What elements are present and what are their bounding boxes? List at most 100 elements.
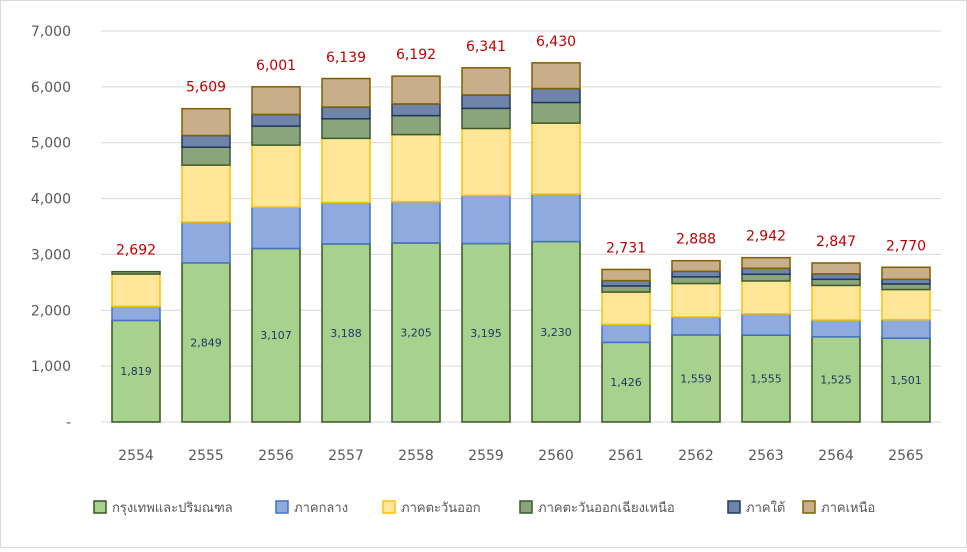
segment-data-label: 1,501 — [890, 374, 922, 387]
total-data-label: 2,731 — [606, 240, 646, 256]
total-data-label: 6,139 — [326, 50, 366, 66]
segment-data-label: 1,555 — [750, 373, 782, 386]
legend-swatch — [519, 500, 533, 514]
bar-segment — [181, 262, 231, 423]
x-tick-label: 2563 — [748, 448, 784, 464]
bar-segment — [741, 267, 791, 276]
bar-segment — [181, 107, 231, 137]
bar-segment — [461, 94, 511, 110]
bar-segment — [391, 75, 441, 105]
x-tick-label: 2554 — [118, 448, 154, 464]
bar-segment — [181, 164, 231, 223]
segment-data-label: 3,205 — [400, 326, 432, 339]
bar-segment — [671, 270, 721, 278]
legend: กรุงเทพและปริมณฑล ภาคกลาง ภาคตะวันออก ภาคตะ… — [93, 500, 875, 516]
x-tick-label: 2562 — [678, 448, 714, 464]
bar-segment — [251, 144, 301, 208]
total-data-label: 2,888 — [676, 232, 716, 248]
bar-segment — [321, 137, 371, 204]
segment-data-label: 2,849 — [190, 336, 222, 349]
bar-segment — [181, 146, 231, 166]
y-tick-label: 6,000 — [31, 80, 71, 96]
bar-segment — [881, 283, 931, 291]
y-tick-label: 4,000 — [31, 192, 71, 208]
bar-segment — [391, 114, 441, 136]
bar-segment — [531, 62, 581, 90]
bar-segment — [391, 133, 441, 203]
x-tick-label: 2565 — [888, 448, 924, 464]
bar-segment — [531, 101, 581, 124]
x-axis-ticks: 2554 2555 2556 2557 2558 2559 2560 2561 2562 2563… — [118, 448, 924, 464]
segment-data-label: 3,107 — [260, 329, 292, 342]
bar-segment — [321, 118, 371, 140]
bar-segment — [671, 282, 721, 318]
bar-segment — [811, 273, 861, 281]
bar-segment — [601, 341, 651, 423]
y-tick-label: - — [66, 415, 71, 431]
y-tick-label: 1,000 — [31, 359, 71, 375]
x-tick-label: 2558 — [398, 448, 434, 464]
x-tick-label: 2555 — [188, 448, 224, 464]
y-axis-ticks: - 1,000 2,000 3,000 4,000 5,000 6,000 7,000 — [31, 24, 71, 431]
bar-segment — [741, 334, 791, 423]
bar-segment — [321, 106, 371, 120]
total-data-label: 6,192 — [396, 47, 436, 63]
x-tick-label: 2557 — [328, 448, 364, 464]
bar-segment — [531, 193, 581, 243]
bars: 1,819 2,692 2,849 5,609 3,107 6,001 3,188 6,139… — [111, 34, 931, 423]
legend-swatch — [727, 500, 741, 514]
bar-segment — [111, 273, 161, 308]
segment-data-label: 1,819 — [120, 365, 152, 378]
segment-data-label: 1,559 — [680, 372, 712, 385]
bar-segment — [461, 127, 511, 197]
x-tick-label: 2556 — [258, 448, 294, 464]
segment-data-label: 3,188 — [330, 327, 362, 340]
y-tick-label: 3,000 — [31, 247, 71, 263]
segment-data-label: 3,230 — [540, 326, 572, 339]
bar-segment — [811, 319, 861, 338]
segment-data-label: 1,426 — [610, 376, 642, 389]
bar-segment — [181, 134, 231, 148]
bar-segment — [461, 194, 511, 245]
bar-segment — [881, 337, 931, 423]
bar-segment — [321, 201, 371, 245]
bar-segment — [251, 113, 301, 127]
bar-segment — [671, 259, 721, 273]
segment-data-label: 3,195 — [470, 327, 502, 340]
total-data-label: 6,341 — [466, 39, 506, 55]
legend-swatch — [275, 500, 289, 514]
legend-swatch — [802, 500, 816, 514]
bar-segment — [391, 200, 441, 244]
bar-segment — [531, 87, 581, 104]
bar-segment — [881, 318, 931, 339]
total-data-label: 6,001 — [256, 58, 296, 74]
x-tick-label: 2560 — [538, 448, 574, 464]
y-tick-label: 5,000 — [31, 136, 71, 152]
bar-segment — [741, 280, 791, 315]
legend-label: ภาคใต้ — [746, 500, 785, 516]
total-data-label: 6,430 — [536, 34, 576, 50]
y-tick-label: 7,000 — [31, 24, 71, 40]
bar-segment — [741, 256, 791, 270]
total-data-label: 5,609 — [186, 80, 226, 96]
bar-segment — [601, 268, 651, 282]
total-data-label: 2,692 — [116, 243, 156, 259]
bar-segment — [251, 86, 301, 116]
x-tick-label: 2561 — [608, 448, 644, 464]
bar-segment — [531, 122, 581, 195]
bar-segment — [811, 284, 861, 321]
legend-label: กรุงเทพและปริมณฑล — [112, 501, 233, 516]
bar-segment — [181, 221, 231, 264]
bar-segment — [251, 125, 301, 146]
bar-segment — [671, 334, 721, 423]
bar-segment — [601, 323, 651, 344]
x-tick-label: 2559 — [468, 448, 504, 464]
bar-segment — [601, 291, 651, 326]
bar-segment — [671, 316, 721, 336]
legend-swatch — [382, 500, 396, 514]
legend-label: ภาคเหนือ — [821, 500, 875, 516]
bar-segment — [391, 103, 441, 117]
bar-segment — [601, 279, 651, 287]
